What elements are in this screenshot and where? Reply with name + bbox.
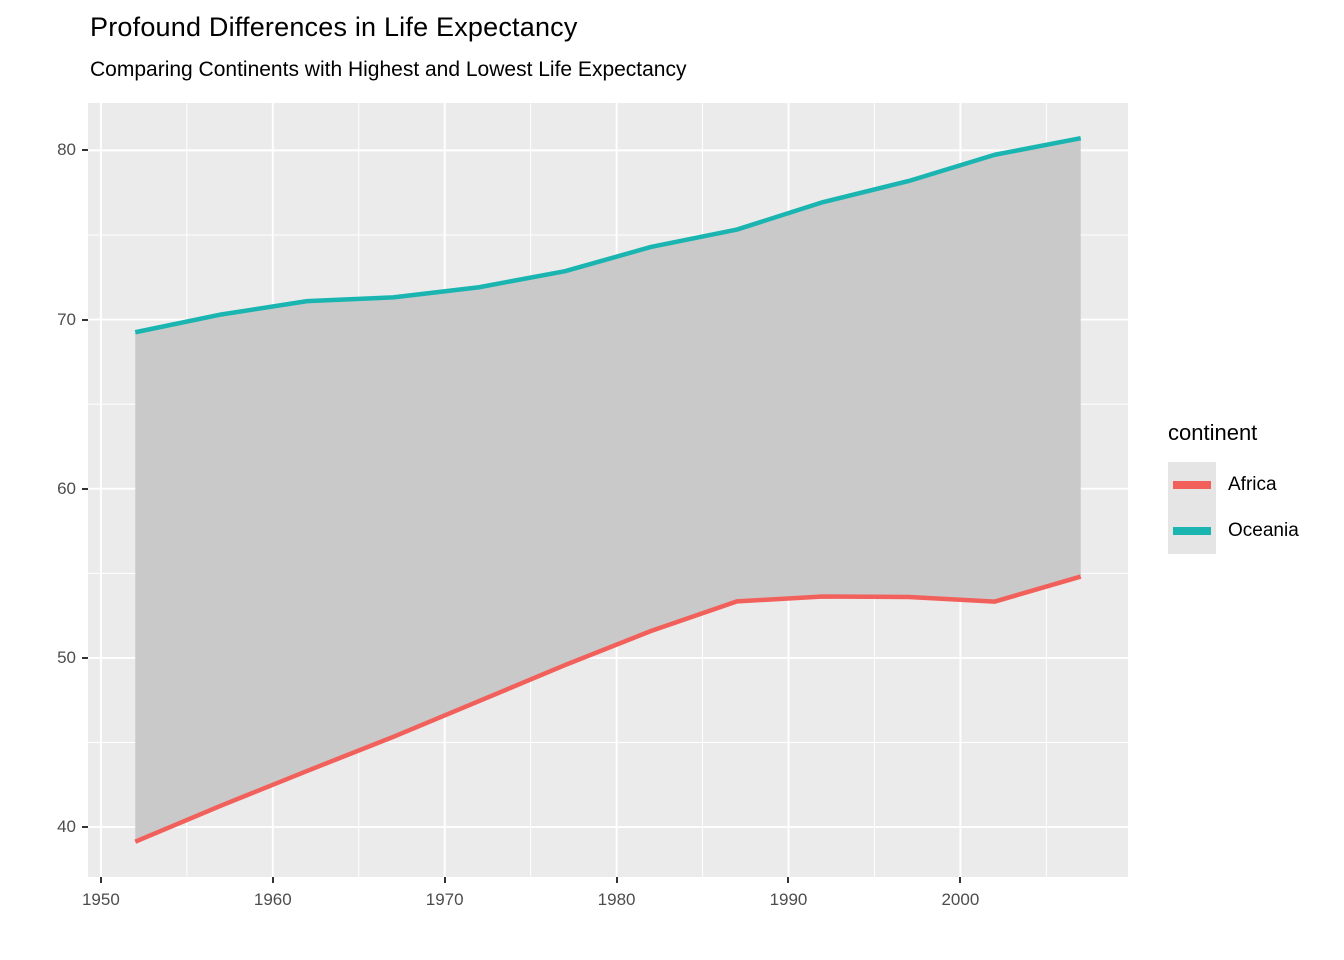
x-tick-mark bbox=[615, 877, 618, 883]
plot-svg bbox=[88, 103, 1128, 877]
line-oceania bbox=[134, 135, 1082, 335]
y-tick-label: 40 bbox=[57, 817, 76, 837]
legend-key-oceania bbox=[1168, 508, 1216, 554]
legend-swatch-oceania bbox=[1173, 527, 1211, 535]
x-tick-mark bbox=[959, 877, 962, 883]
y-tick-mark bbox=[82, 656, 88, 659]
chart-title: Profound Differences in Life Expectancy bbox=[90, 12, 578, 42]
legend: continent Africa Oceania bbox=[1168, 420, 1299, 554]
y-tick-mark bbox=[82, 149, 88, 152]
x-tick-mark bbox=[271, 877, 274, 883]
x-tick-label: 1990 bbox=[769, 890, 808, 909]
x-tick-label: 2000 bbox=[941, 890, 980, 909]
y-tick-mark bbox=[82, 318, 88, 321]
legend-key-africa bbox=[1168, 462, 1216, 508]
legend-entry-oceania: Oceania bbox=[1168, 508, 1299, 554]
x-tick-label: 1980 bbox=[597, 890, 636, 909]
ribbon-area bbox=[135, 138, 1081, 842]
plot-panel bbox=[88, 103, 1128, 877]
chart-subtitle: Comparing Continents with Highest and Lo… bbox=[90, 58, 687, 81]
y-tick-label: 80 bbox=[57, 140, 76, 160]
x-tick-label: 1950 bbox=[81, 890, 120, 909]
legend-keys: Africa Oceania bbox=[1168, 462, 1299, 554]
y-tick-label: 60 bbox=[57, 478, 76, 498]
legend-swatch-africa bbox=[1173, 481, 1211, 489]
legend-title: continent bbox=[1168, 420, 1258, 445]
legend-label-africa: Africa bbox=[1228, 474, 1277, 495]
legend-label-oceania: Oceania bbox=[1228, 520, 1299, 541]
line-africa bbox=[134, 574, 1082, 844]
y-tick-label: 50 bbox=[57, 647, 76, 667]
y-tick-mark bbox=[82, 487, 88, 490]
y-tick-mark bbox=[82, 826, 88, 829]
x-tick-mark bbox=[443, 877, 446, 883]
x-tick-mark bbox=[787, 877, 790, 883]
legend-entry-africa: Africa bbox=[1168, 462, 1299, 508]
y-tick-label: 70 bbox=[57, 309, 76, 329]
x-tick-label: 1970 bbox=[425, 890, 464, 909]
x-tick-label: 1960 bbox=[253, 890, 292, 909]
x-tick-mark bbox=[99, 877, 102, 883]
